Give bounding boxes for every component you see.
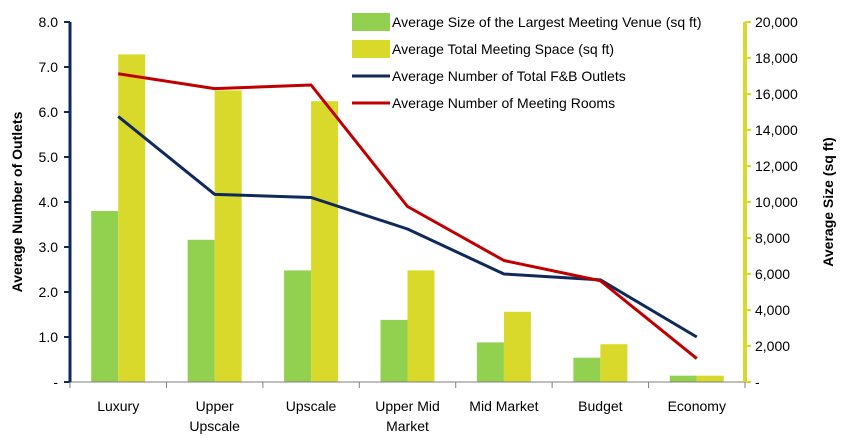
bar-total-space-6: [696, 375, 724, 382]
legend-label-0: Average Size of the Largest Meeting Venu…: [392, 14, 701, 30]
x-tick-label-5-0: Budget: [578, 398, 622, 414]
legend-swatch-1: [352, 40, 390, 58]
left-tick-label-8: 8.0: [39, 14, 59, 30]
bar-largest-venue-5: [573, 357, 601, 382]
left-tick-label-3: 3.0: [39, 239, 59, 255]
right-tick-label-1: 2,000: [755, 338, 790, 354]
left-tick-label-0: -: [53, 374, 58, 390]
left-tick-label-7: 7.0: [39, 59, 59, 75]
left-axis-title: Average Number of Outlets: [9, 111, 25, 292]
legend-label-2: Average Number of Total F&B Outlets: [392, 68, 626, 84]
x-tick-label-4-0: Mid Market: [469, 398, 538, 414]
right-tick-label-4: 8,000: [755, 230, 790, 246]
bar-total-space-2: [311, 101, 339, 382]
bar-total-space-0: [118, 54, 146, 383]
left-tick-label-6: 6.0: [39, 104, 59, 120]
line-meeting-rooms: [117, 72, 698, 360]
bar-largest-venue-4: [476, 342, 504, 382]
right-tick-label-9: 18,000: [755, 50, 798, 66]
x-tick-label-1-1: Upscale: [189, 418, 240, 434]
right-tick-label-5: 10,000: [755, 194, 798, 210]
right-tick-label-2: 4,000: [755, 302, 790, 318]
x-tick-label-3-1: Market: [386, 418, 429, 434]
legend-swatch-0: [352, 13, 390, 31]
bar-total-space-5: [600, 344, 628, 382]
bar-total-space-4: [503, 311, 531, 382]
x-tick-label-0-0: Luxury: [97, 398, 139, 414]
x-tick-label-6-0: Economy: [668, 398, 726, 414]
left-tick-label-4: 4.0: [39, 194, 59, 210]
bar-total-space-1: [214, 90, 242, 383]
x-tick-label-3-0: Upper Mid: [375, 398, 440, 414]
legend-label-3: Average Number of Meeting Rooms: [392, 95, 615, 111]
left-tick-label-1: 1.0: [39, 329, 59, 345]
right-tick-label-0: -: [755, 374, 760, 390]
left-tick-label-2: 2.0: [39, 284, 59, 300]
x-tick-label-1-0: Upper: [196, 398, 234, 414]
bar-largest-venue-3: [380, 319, 408, 382]
bar-total-space-3: [407, 270, 435, 382]
bar-largest-venue-1: [187, 239, 215, 382]
right-tick-label-3: 6,000: [755, 266, 790, 282]
bar-largest-venue-2: [284, 270, 312, 382]
bar-largest-venue-0: [91, 211, 119, 382]
right-axis-title: Average Size (sq ft): [820, 137, 836, 266]
bar-largest-venue-6: [669, 375, 697, 382]
right-tick-label-6: 12,000: [755, 158, 798, 174]
left-tick-label-5: 5.0: [39, 149, 59, 165]
legend-label-1: Average Total Meeting Space (sq ft): [392, 41, 614, 57]
x-tick-label-2-0: Upscale: [286, 398, 337, 414]
right-tick-label-8: 16,000: [755, 86, 798, 102]
right-tick-label-7: 14,000: [755, 122, 798, 138]
right-tick-label-10: 20,000: [755, 14, 798, 30]
